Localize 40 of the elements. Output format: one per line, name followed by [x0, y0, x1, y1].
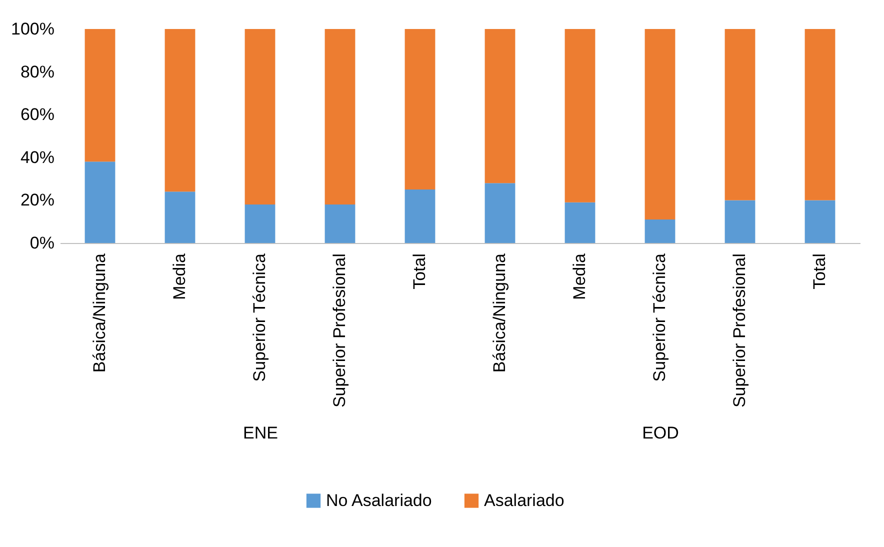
- bar: [644, 29, 676, 220]
- legend-label: No Asalariado: [326, 490, 432, 510]
- bar: [404, 29, 436, 190]
- bar: [724, 29, 756, 200]
- x-tick-label: Total: [410, 254, 429, 290]
- bar: [164, 29, 196, 192]
- x-tick-label: Media: [570, 252, 589, 300]
- y-tick-label: 60%: [20, 105, 54, 124]
- x-axis-title: ENE: [243, 424, 278, 443]
- bar: [564, 29, 596, 202]
- y-tick-label: 80%: [20, 62, 54, 82]
- x-tick-label: Superior Técnica: [250, 252, 269, 382]
- y-tick-label: 40%: [20, 148, 54, 167]
- bar: [644, 219, 676, 243]
- bar: [244, 204, 276, 243]
- bar: [84, 162, 116, 243]
- bar: [484, 183, 516, 243]
- bar: [404, 190, 436, 243]
- x-tick-label: Media: [170, 252, 189, 300]
- x-tick-label: Total: [810, 254, 829, 290]
- bar: [164, 192, 196, 243]
- bar: [244, 29, 276, 204]
- x-tick-label: Superior Profesional: [730, 254, 749, 408]
- x-tick-label: Superior Profesional: [330, 254, 349, 408]
- y-tick-label: 20%: [20, 190, 54, 210]
- bar: [484, 29, 516, 184]
- y-tick-label: 0%: [30, 234, 54, 252]
- x-axis-title: EOD: [642, 424, 679, 443]
- bar: [724, 200, 756, 243]
- bar: [84, 29, 116, 162]
- bar: [324, 204, 356, 243]
- bar: [804, 200, 836, 243]
- legend-label: Asalariado: [484, 490, 564, 510]
- bar: [564, 202, 596, 243]
- x-tick-label: Básica/Ninguna: [490, 252, 509, 373]
- x-tick-label: Básica/Ninguna: [90, 252, 109, 373]
- bar: [804, 29, 836, 200]
- x-tick-label: Superior Técnica: [650, 252, 669, 382]
- bar: [324, 29, 356, 204]
- y-tick-label: 100%: [11, 20, 54, 38]
